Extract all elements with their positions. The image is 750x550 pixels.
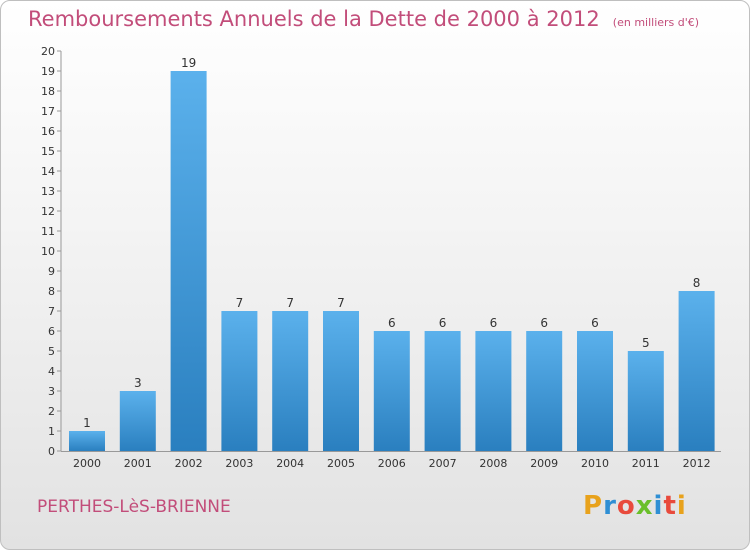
y-tick-label: 2 <box>48 405 55 418</box>
y-tick-label: 7 <box>48 305 55 318</box>
chart-bars <box>69 71 715 451</box>
x-tick-label: 2009 <box>530 457 558 470</box>
y-tick-label: 5 <box>48 345 55 358</box>
y-tick-label: 14 <box>41 165 55 178</box>
y-tick-label: 4 <box>48 365 55 378</box>
y-tick-label: 1 <box>48 425 55 438</box>
bar <box>577 331 613 451</box>
x-tick-label: 2000 <box>73 457 101 470</box>
x-tick-label: 2010 <box>581 457 609 470</box>
chart-title: Remboursements Annuels de la Dette de 20… <box>28 7 699 31</box>
logo-letter: i <box>653 491 664 521</box>
bar <box>323 311 359 451</box>
logo-letter: t <box>663 491 677 521</box>
x-tick-label: 2006 <box>378 457 406 470</box>
proxiti-logo[interactable]: Proxiti <box>583 491 687 521</box>
chart-unit: (en milliers d'€) <box>612 16 700 29</box>
bar-value-label: 7 <box>286 296 294 310</box>
y-tick-label: 0 <box>48 445 55 458</box>
y-tick-label: 8 <box>48 285 55 298</box>
bar <box>678 291 715 451</box>
bar-value-label: 1 <box>83 416 91 430</box>
x-tick-label: 2001 <box>124 457 152 470</box>
chart-title-text: Remboursements Annuels de la Dette de 20… <box>28 7 600 31</box>
bar-value-label: 19 <box>181 56 196 70</box>
y-tick-label: 11 <box>41 225 55 238</box>
bar <box>373 331 410 451</box>
bar <box>424 331 461 451</box>
bar-value-label: 8 <box>693 276 701 290</box>
bar-value-label: 5 <box>642 336 650 350</box>
y-tick-label: 18 <box>41 85 55 98</box>
y-tick-label: 20 <box>41 45 55 58</box>
commune-name: PERTHES-LèS-BRIENNE <box>37 497 231 517</box>
x-tick-label: 2002 <box>175 457 203 470</box>
bar <box>119 391 156 451</box>
bar <box>526 331 563 451</box>
y-tick-label: 3 <box>48 385 55 398</box>
chart-labels: 1 2000 3 2001 19 2002 7 2003 7 2004 7 2005 6 2006 6 200… <box>73 56 711 470</box>
y-tick-label: 16 <box>41 125 55 138</box>
x-tick-label: 2003 <box>225 457 253 470</box>
y-tick-label: 9 <box>48 265 55 278</box>
bar <box>69 431 105 451</box>
bar-value-label: 6 <box>388 316 396 330</box>
x-tick-label: 2005 <box>327 457 355 470</box>
y-tick-label: 6 <box>48 325 55 338</box>
bar-value-label: 6 <box>490 316 498 330</box>
y-tick-label: 15 <box>41 145 55 158</box>
logo-letter: P <box>583 491 604 521</box>
y-tick-label: 13 <box>41 185 55 198</box>
logo-letter: x <box>635 491 654 521</box>
bar <box>475 331 512 451</box>
bar-value-label: 6 <box>439 316 447 330</box>
logo-letter: o <box>616 491 636 521</box>
x-tick-label: 2004 <box>276 457 304 470</box>
bar-value-label: 6 <box>591 316 599 330</box>
logo-letter: r <box>603 491 617 521</box>
bar-value-label: 6 <box>540 316 548 330</box>
bar <box>221 311 258 451</box>
bar-value-label: 7 <box>236 296 244 310</box>
bar-value-label: 7 <box>337 296 345 310</box>
logo-letter: i <box>676 491 687 521</box>
y-tick-label: 12 <box>41 205 55 218</box>
x-tick-label: 2011 <box>632 457 660 470</box>
x-tick-label: 2012 <box>683 457 711 470</box>
y-tick-label: 17 <box>41 105 55 118</box>
x-tick-label: 2007 <box>429 457 457 470</box>
bar <box>170 71 207 451</box>
bar <box>627 351 664 451</box>
bar <box>272 311 309 451</box>
y-tick-label: 19 <box>41 65 55 78</box>
x-tick-label: 2008 <box>479 457 507 470</box>
y-tick-label: 10 <box>41 245 55 258</box>
bar-value-label: 3 <box>134 376 142 390</box>
